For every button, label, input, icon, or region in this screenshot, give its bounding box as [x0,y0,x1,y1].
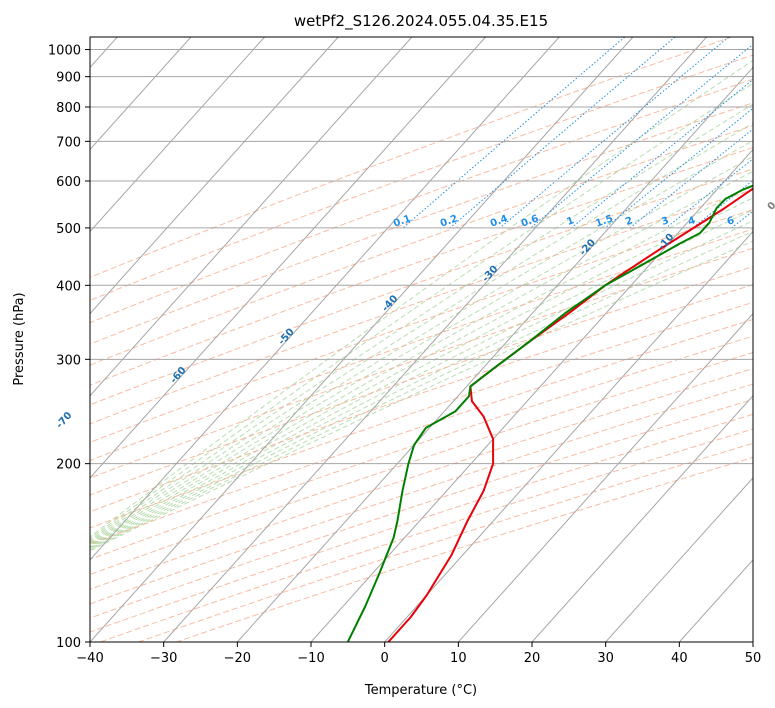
temperature-profile-line [387,187,753,642]
background-lines [90,37,753,642]
x-tick-label: −40 [76,651,103,666]
isotherm [384,230,753,642]
dry-adiabat [90,37,732,278]
moist-adiabat [90,197,753,548]
isotherm [90,37,634,642]
moist-adiabat [90,59,753,538]
isotherm [457,312,753,642]
y-tick-label: 300 [56,353,81,368]
mixing-ratio-label: 2 [624,215,634,228]
isotherm [163,37,707,642]
dewpoint-profile-line [346,184,753,642]
dry-adiabat [90,124,753,366]
x-axis-label: Temperature (°C) [364,683,477,698]
mixing-ratio-label: 4 [687,215,697,228]
mixing-ratio-line [665,158,753,229]
moist-adiabat [90,184,753,547]
mixing-ratio-label: 6 [726,215,736,228]
isotherm [310,148,753,642]
dry-adiabat [90,54,753,301]
x-tick-label: 0 [381,651,389,666]
mixing-ratio-line [402,37,626,229]
moist-adiabat [90,82,753,540]
y-axis-label: Pressure (hPa) [12,292,27,385]
isotherm [90,37,192,151]
dry-adiabat [90,247,753,479]
y-tick-label: 700 [56,135,81,150]
y-tick-label: 800 [56,101,81,116]
moist-adiabat [90,139,753,544]
isotherm [531,394,753,642]
moist-adiabat [90,170,753,546]
y-tick-label: 1000 [48,44,81,59]
dry-adiabat [90,301,753,529]
x-tick-label: −30 [150,651,177,666]
x-tick-label: −10 [297,651,324,666]
isotherm [90,37,413,397]
dry-adiabat [90,188,753,425]
profile-series [346,184,753,642]
dry-adiabat [90,367,753,590]
x-tick-label: 40 [671,651,688,666]
x-tick-label: 10 [450,651,467,666]
dry-adiabat [90,284,753,513]
x-tick-label: 20 [524,651,541,666]
isotherm [90,37,265,233]
mixing-ratio-line [604,107,753,229]
mixing-ratio-line [449,37,676,229]
mixing-ratio-line [530,43,753,229]
y-tick-label: 900 [56,71,81,86]
moist-adiabat [90,122,753,543]
plot-frame [89,36,754,643]
x-axis-ticks: −40 −30 −20 −10 0 10 20 30 40 50 [76,642,761,666]
isotherm [605,477,753,642]
y-tick-label: 500 [56,222,81,237]
y-tick-label: 400 [56,279,81,294]
x-tick-label: 30 [597,651,614,666]
isotherm [90,37,560,561]
isotherm [90,37,486,479]
isotherm [236,66,753,642]
x-tick-label: −20 [224,651,251,666]
dry-adiabat [90,335,753,560]
isotherm [90,37,339,315]
dry-adiabat [90,146,753,386]
dry-adiabat [90,228,753,461]
y-tick-label: 600 [56,175,81,190]
y-tick-label: 200 [56,458,81,473]
y-axis-ticks: 1000 900 800 700 600 500 400 300 200 100 [48,44,90,651]
mixing-ratio-label: 3 [660,215,670,228]
mixing-ratio-label: 1 [565,215,575,228]
chart-title: wetPf2_S126.2024.055.04.35.E15 [294,12,548,31]
x-tick-label: 50 [745,651,762,666]
dry-adiabat [90,383,753,605]
y-tick-label: 100 [56,636,81,651]
dry-adiabat-label: 0 [766,200,775,213]
